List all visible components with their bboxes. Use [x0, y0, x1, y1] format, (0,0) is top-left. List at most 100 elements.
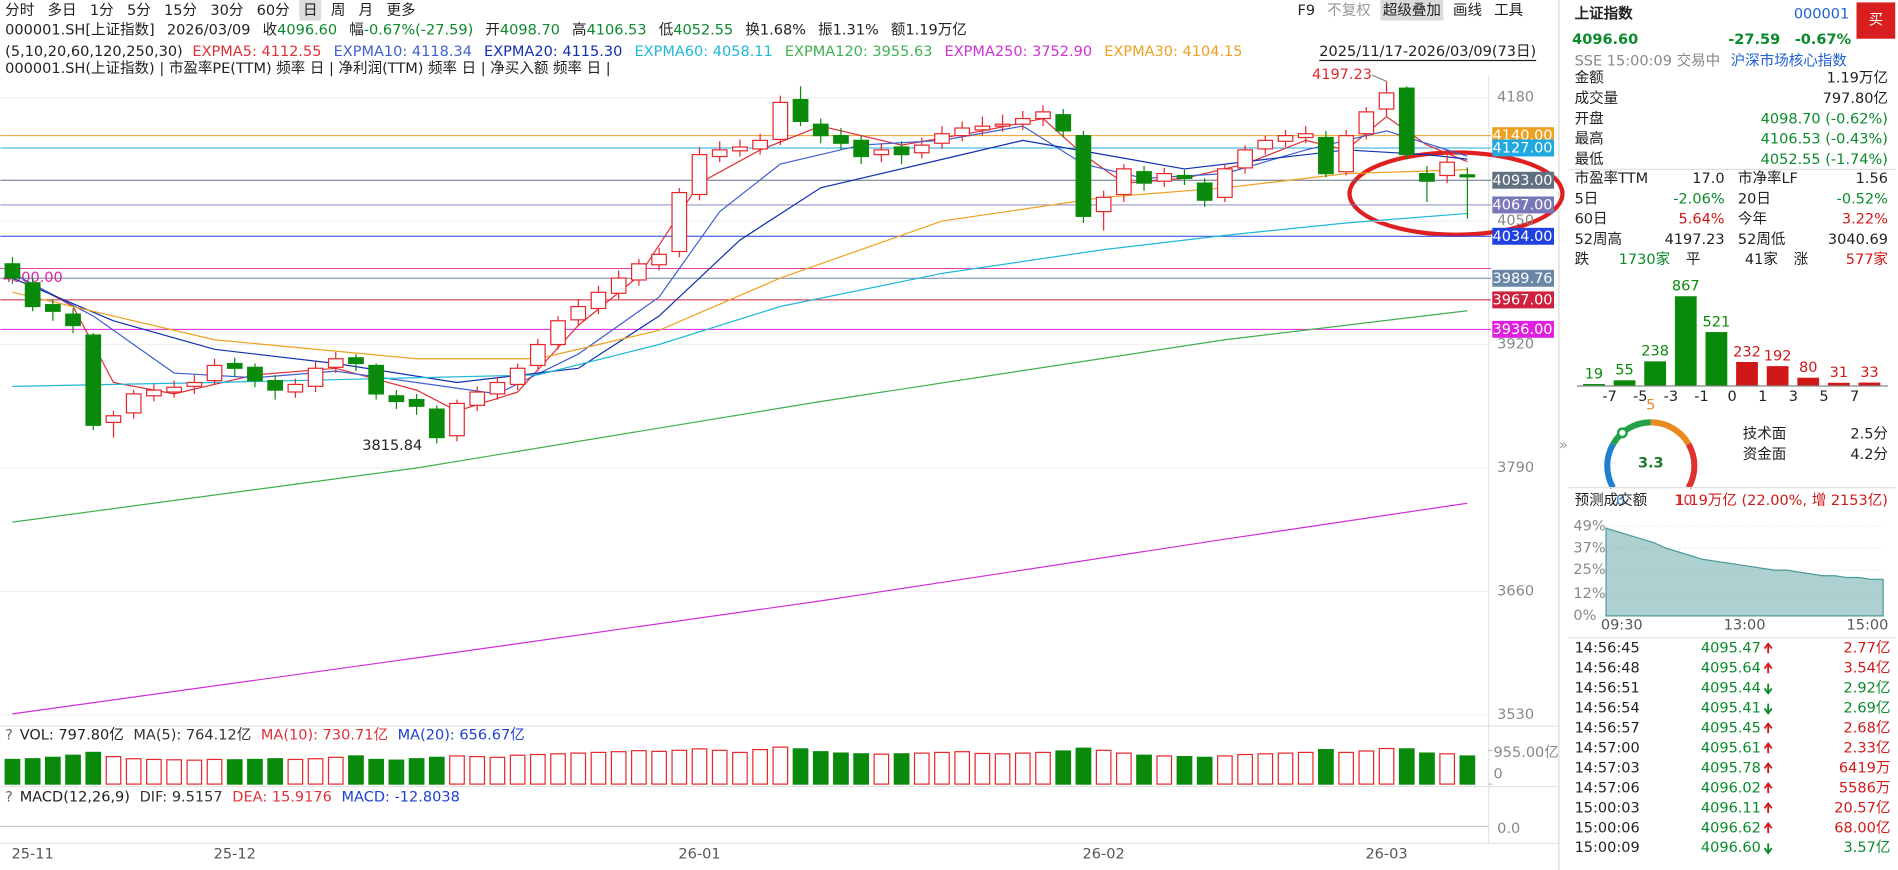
macd-value: MACD: -12.8038: [342, 789, 460, 805]
volume-bar: [44, 756, 61, 785]
period-tab[interactable]: 多日: [48, 2, 77, 19]
buy-button[interactable]: [1856, 2, 1896, 39]
volume-bar: [1035, 751, 1051, 785]
volume-bar: [812, 751, 829, 785]
help-icon[interactable]: ?: [5, 728, 13, 744]
trade-arrow: [1763, 801, 1773, 814]
x-tick-label: -1: [1694, 389, 1708, 405]
candle-body: [368, 364, 385, 395]
volume-bar: [65, 754, 81, 785]
distribution-bar: [1827, 382, 1850, 386]
forecast-value: 1.19万亿 (22.00%, 增 2153亿): [1676, 492, 1888, 509]
candle-body: [1035, 111, 1051, 120]
period-tab[interactable]: 周: [331, 2, 346, 19]
tool-button[interactable]: 工具: [1494, 3, 1523, 19]
legend-entry: EXPMA120: 3955.63: [785, 44, 933, 60]
trade-time: 14:56:57: [1575, 720, 1640, 736]
candle-body: [1439, 161, 1456, 177]
candle-body: [327, 358, 344, 368]
info-label: 振: [818, 21, 833, 38]
bar-value-label: 192: [1764, 348, 1792, 364]
info-value: 4098.70: [500, 22, 560, 38]
volume-bar: [1318, 748, 1334, 785]
price-line-tag: [1492, 139, 1555, 157]
volume-bar: [1378, 747, 1395, 785]
period-tab[interactable]: 日: [303, 3, 318, 19]
candle-body: [1055, 114, 1072, 132]
legend-entry: EXPMA5: 4112.55: [192, 44, 321, 60]
candle-body: [651, 253, 667, 266]
volume-bar: [529, 753, 546, 785]
trade-time: 14:57:06: [1575, 780, 1640, 796]
trade-time: 14:57:00: [1575, 740, 1640, 756]
period-tab[interactable]: 1分: [90, 2, 114, 19]
period-tab[interactable]: 30分: [210, 2, 243, 19]
trade-price: 4095.64: [1701, 661, 1761, 677]
ma-line: [12, 310, 1468, 523]
stat-label: 开盘: [1575, 109, 1604, 127]
trade-price: 4096.11: [1701, 800, 1761, 816]
trade-amount: 3.54亿: [1844, 660, 1891, 677]
trade-time: 14:56:48: [1575, 661, 1640, 677]
y-tick-label: 49%: [1573, 518, 1605, 534]
info-value: 1.19万亿: [905, 21, 966, 38]
period-tab[interactable]: 分时: [5, 2, 34, 19]
help-icon[interactable]: ?: [5, 789, 13, 805]
buy-label[interactable]: 买: [1869, 12, 1884, 29]
metric-value: 5.64%: [1678, 212, 1724, 228]
volume-bar: [853, 753, 870, 785]
trade-amount: 68.00亿: [1834, 819, 1890, 836]
volume-title: VOL: 797.80亿: [20, 727, 124, 744]
period-tab[interactable]: 5分: [127, 2, 151, 19]
candle-body: [752, 139, 768, 150]
volume-bar: [1277, 752, 1294, 785]
stat-value: 4106.53 (-0.43%): [1761, 132, 1888, 148]
trade-price: 4095.44: [1701, 680, 1761, 696]
bar-value-label: 238: [1641, 344, 1669, 360]
y-tick-label: 3530: [1497, 707, 1534, 723]
range-text[interactable]: 2025/11/17-2026/03/09(73日): [1319, 44, 1536, 60]
ma-line: [12, 502, 1468, 715]
volume-bar: [570, 752, 587, 785]
volume-bar: [610, 751, 627, 785]
volume-bar: [105, 756, 122, 785]
volume-ma: MA(20): 656.67亿: [398, 727, 525, 744]
candle-body: [247, 366, 263, 382]
period-tab[interactable]: 15分: [164, 2, 197, 19]
x-tick-label: 09:30: [1601, 618, 1643, 634]
volume-bar: [489, 756, 506, 785]
price-line-label: 4127.00: [1493, 141, 1553, 157]
trade-price: 4095.47: [1701, 641, 1761, 657]
candle-body: [1136, 171, 1152, 184]
period-tab[interactable]: 月: [359, 3, 374, 19]
gauge-arc: [1685, 442, 1698, 490]
period-tab[interactable]: 更多: [387, 2, 416, 19]
candle-body: [1419, 173, 1435, 182]
volume-bar: [631, 750, 647, 785]
collapse-icon[interactable]: »: [1559, 437, 1568, 453]
candle-body: [125, 393, 142, 414]
y-tick-label: 4050: [1497, 213, 1534, 229]
bar-value-label: 867: [1672, 279, 1700, 295]
period-tab[interactable]: 60分: [257, 2, 290, 19]
metric-value: 3.22%: [1842, 212, 1888, 228]
volume-bar: [873, 753, 890, 785]
area: [1605, 527, 1884, 617]
info-item: 低4052.55: [659, 21, 734, 38]
tool-button[interactable]: 不复权: [1327, 1, 1371, 19]
tool-button[interactable]: F9: [1297, 3, 1315, 19]
volume-bar: [449, 755, 465, 785]
trade-time: 14:56:54: [1575, 700, 1640, 716]
candle-body: [1297, 133, 1314, 139]
trade-arrow: [1763, 843, 1773, 855]
price-line-tag: [1492, 227, 1555, 245]
y-tick-label: 955.00亿: [1494, 744, 1559, 761]
annotation-pointer: [1371, 74, 1387, 82]
quote-link[interactable]: 沪深市场核心指数: [1731, 53, 1848, 70]
tool-button[interactable]: 画线: [1453, 2, 1482, 19]
bar-value-label: 80: [1799, 360, 1817, 376]
tool-button[interactable]: 超级叠加: [1383, 2, 1441, 19]
volume-bar: [327, 756, 344, 785]
volume-bar: [1176, 756, 1193, 785]
volume-bar: [408, 758, 425, 785]
